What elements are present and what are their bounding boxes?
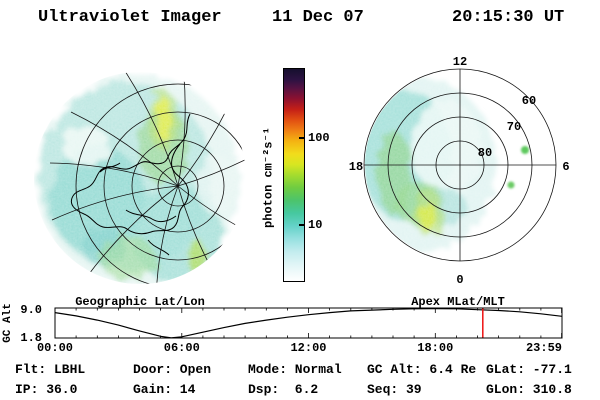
- gc-alt-curve: [54, 307, 563, 339]
- mlt-6-label: 6: [562, 160, 569, 174]
- status-gain: Gain: 14: [133, 382, 196, 397]
- apex-plot-caption: Apex MLat/MLT: [411, 295, 505, 309]
- status-ip: IP: 36.0: [15, 382, 78, 397]
- apex-dawn-hotspots: [507, 146, 529, 189]
- xtick-0600: 06:00: [164, 341, 200, 355]
- y-min-label: 1.8: [20, 331, 42, 345]
- apex-polar-grid: [363, 68, 557, 262]
- mlt-12-label: 12: [453, 55, 467, 69]
- x-tick-labels: 00:00 06:00 12:00 18:00 23:59: [37, 341, 562, 355]
- xtick-2359: 23:59: [526, 341, 562, 355]
- geo-latlon-grid: [49, 72, 246, 284]
- xtick-0000: 00:00: [37, 341, 73, 355]
- status-flt: Flt: LBHL: [15, 362, 86, 377]
- colorbar-tick-10: [299, 224, 304, 226]
- geo-image: [34, 72, 246, 284]
- gc-alt-timeline: Geographic Lat/Lon Apex MLat/MLT 9.0 1.8…: [2, 295, 563, 355]
- geo-plot-caption: Geographic Lat/Lon: [75, 295, 205, 309]
- status-gc-alt: GC Alt: 6.4 Re: [367, 362, 477, 377]
- status-glat: GLat: -77.1: [486, 362, 572, 377]
- apex-axis-labels: 12 0 18 6 60 70 80: [349, 55, 570, 287]
- status-mode: Mode: Normal: [248, 362, 342, 377]
- apex-image-noise: [365, 70, 555, 260]
- xtick-1800: 18:00: [417, 341, 453, 355]
- colorbar-label-100: 100: [308, 131, 330, 145]
- mlat-60-label: 60: [522, 94, 536, 108]
- header-time: 20:15:30 UT: [452, 8, 565, 27]
- mlat-80-label: 80: [478, 146, 492, 160]
- colorbar-label-10: 10: [308, 218, 323, 232]
- y-axis-title: GC Alt: [2, 303, 14, 343]
- mlt-0-label: 0: [456, 273, 463, 287]
- mlt-18-label: 18: [349, 160, 363, 174]
- antarctica-coastline: [70, 113, 191, 256]
- status-glon: GLon: 310.8: [486, 382, 572, 397]
- status-door: Door: Open: [133, 362, 212, 377]
- status-seq: Seq: 39: [367, 382, 422, 397]
- geo-image-noise: [34, 72, 246, 284]
- app-title: Ultraviolet Imager: [38, 8, 222, 27]
- apex-image: 12 0 18 6 60 70 80: [349, 55, 570, 287]
- colorbar: [283, 68, 305, 282]
- xtick-1200: 12:00: [290, 341, 326, 355]
- mlat-70-label: 70: [507, 120, 521, 134]
- colorbar-units-label: photon cm⁻²s⁻¹: [261, 127, 276, 228]
- colorbar-tick-100: [299, 137, 304, 139]
- header-date: 11 Dec 07: [272, 8, 364, 27]
- timeline-ticks: [54, 308, 562, 338]
- y-max-label: 9.0: [20, 303, 42, 317]
- status-dsp: Dsp: 6.2: [248, 382, 319, 397]
